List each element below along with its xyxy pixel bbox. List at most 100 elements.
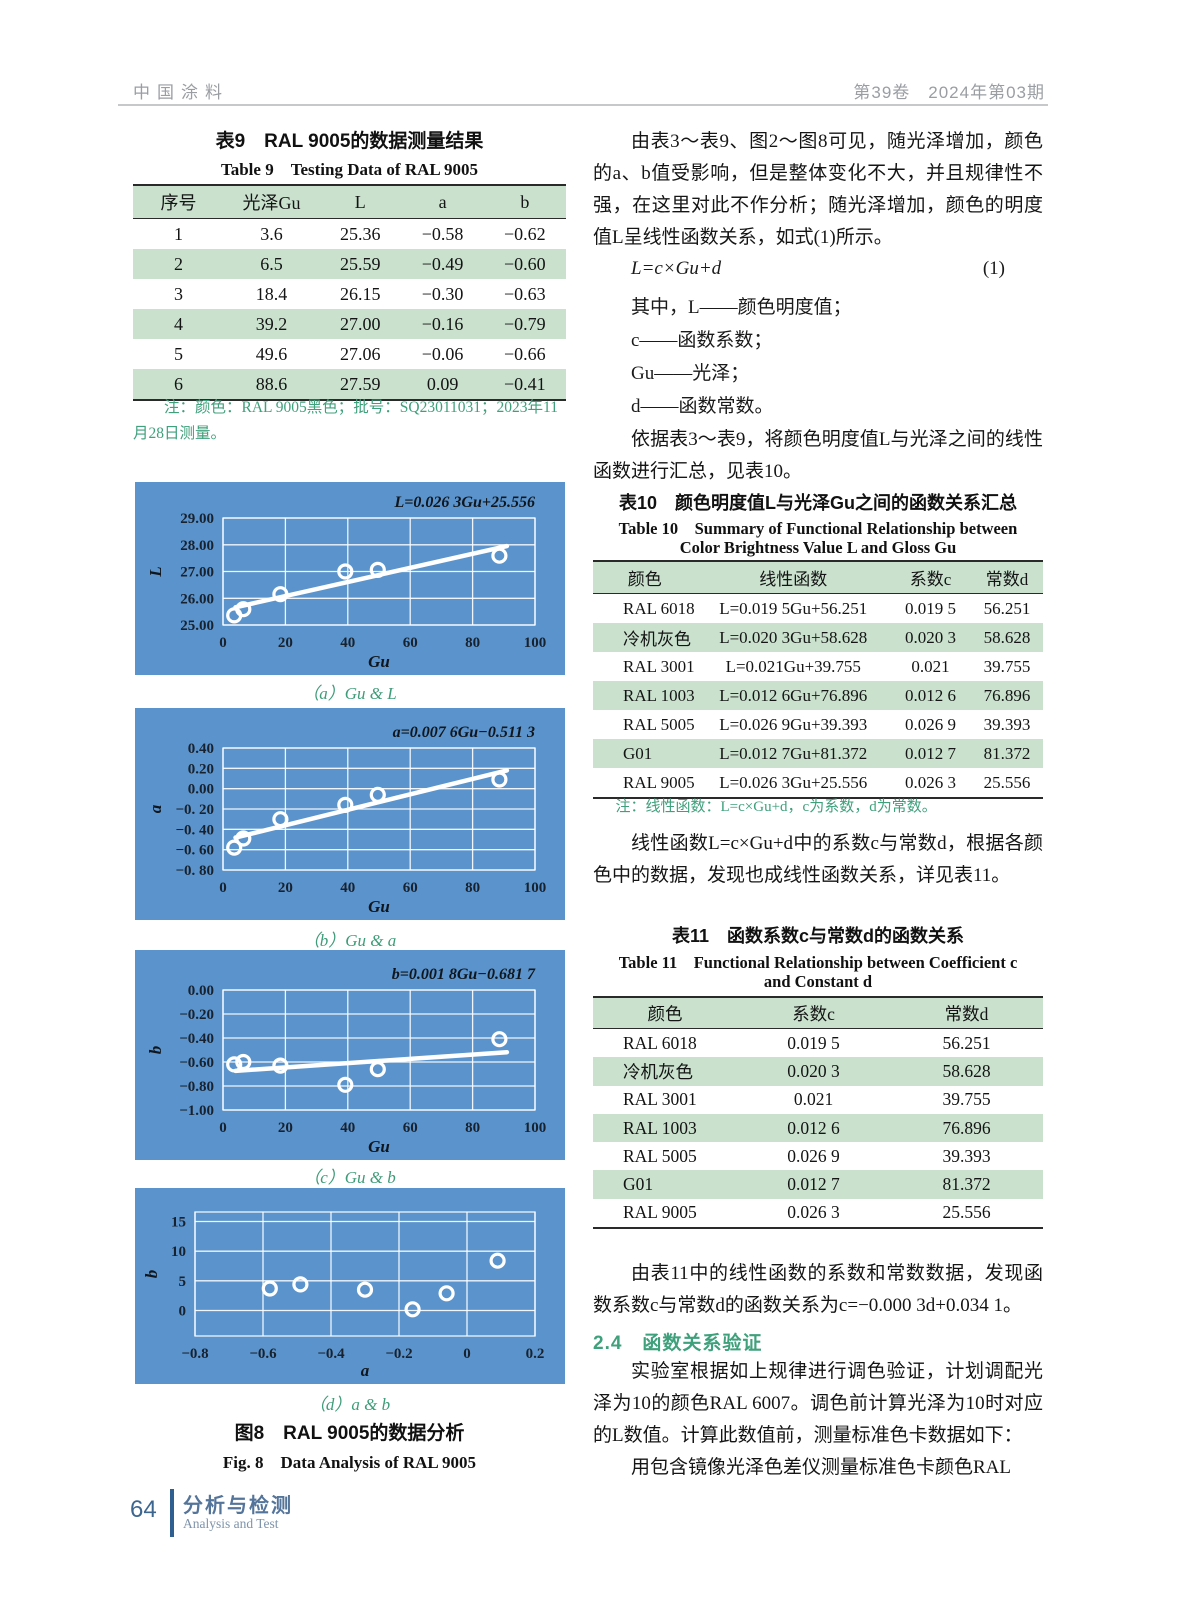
table11-title-en2: and Constant d: [763, 972, 873, 991]
x-axis-label: Gu: [368, 897, 390, 916]
x-axis-label: Gu: [368, 1137, 390, 1156]
table-cell: RAL 5005: [623, 714, 695, 734]
trendline-equation: b=0.001 8Gu−0.681 7: [392, 966, 536, 983]
table-cell: RAL 9005: [623, 1202, 697, 1223]
y-tick-label: 0.40: [188, 741, 214, 757]
section-heading-2-4: 2.4 函数关系验证: [593, 1333, 763, 1354]
x-tick-label: 100: [524, 635, 547, 651]
data-point: [261, 1280, 278, 1297]
footer-divider: [170, 1489, 174, 1537]
data-point: [272, 811, 289, 828]
x-tick-label: 0: [219, 1120, 227, 1136]
x-tick-label: 60: [403, 635, 418, 651]
x-tick-label: 40: [340, 1120, 355, 1136]
x-tick-label: 20: [278, 1120, 293, 1136]
page-number: 64: [130, 1496, 157, 1523]
table-cell: 0.020 3: [905, 627, 956, 647]
x-tick-label: 80: [465, 1120, 480, 1136]
x-tick-label: 80: [465, 635, 480, 651]
y-tick-label: −0. 60: [175, 843, 214, 859]
table-row: 冷机灰色 L=0.020 3Gu+58.628 0.020 3 58.628: [593, 623, 1043, 652]
table11-title-en1: Table 11 Functional Relationship between…: [618, 953, 1018, 972]
paragraph-2: 依据表3～表9，将颜色明度值L与光泽之间的线性函数进行汇总，见表10。: [593, 429, 1043, 482]
table-cell: −0.79: [504, 313, 546, 334]
table-cell: −0.62: [504, 223, 546, 244]
header-cell: 颜色: [647, 1003, 683, 1024]
x-tick-label: 40: [340, 635, 355, 651]
table-cell: L=0.012 6Gu+76.896: [719, 685, 868, 705]
y-tick-label: −1.00: [179, 1103, 214, 1119]
chart-gu-l: 29.00 28.00 27.00 26.00 25.00 0 20 40 60 80 100 L=0…: [135, 482, 565, 675]
table10: 颜色 线性函数 系数c 常数d RAL 6018 L=0.019 5Gu+56.251 0.…: [593, 560, 1043, 799]
chart-a-b: 15 10 5 0 −0.8 −0.6 −0.4 −0.2 0 0.2 b a: [135, 1188, 565, 1384]
figure8-caption-en: Fig. 8 Data Analysis of RAL 9005: [222, 1453, 477, 1472]
table-cell: 0.012 6: [905, 685, 956, 705]
data-point: [491, 771, 508, 788]
paragraph-1: 由表3～表9、图2～图8可见，随光泽增加，颜色的a、b值受影响，但是整体变化不大…: [593, 131, 1043, 248]
data-point: [337, 796, 354, 814]
data-point: [491, 1031, 508, 1048]
table-cell: L=0.019 5Gu+56.251: [719, 598, 868, 618]
y-tick-label: 25.00: [180, 618, 214, 634]
header-cell: 常数d: [944, 1003, 989, 1024]
header-cell: 常数d: [985, 570, 1029, 589]
data-point: [235, 1053, 252, 1071]
y-tick-label: 5: [179, 1274, 187, 1290]
definition-c: c——函数系数；: [631, 330, 773, 351]
header-cell: L: [354, 191, 366, 212]
data-point: [226, 839, 243, 856]
table-cell: 58.628: [942, 1060, 991, 1081]
x-tick-label: 100: [524, 1120, 547, 1136]
y-tick-label: 29.00: [180, 511, 214, 527]
x-tick-label: 100: [524, 880, 547, 896]
table-cell: 0.021: [793, 1089, 834, 1110]
data-point: [489, 1252, 506, 1269]
y-tick-label: 10: [171, 1244, 186, 1260]
table-cell: 0.019 5: [905, 598, 956, 618]
table-cell: 39.393: [942, 1145, 991, 1166]
table-row: 3 18.4 26.15 −0.30 −0.63: [133, 279, 566, 309]
table-cell: L=0.026 9Gu+39.393: [719, 714, 868, 734]
data-point: [369, 1061, 386, 1078]
y-tick-label: −0. 40: [175, 822, 214, 838]
x-axis-label: Gu: [368, 652, 390, 671]
chart-svg: 29.00 28.00 27.00 26.00 25.00 0 20 40 60 80 100 L=0…: [146, 494, 547, 671]
table-cell: L=0.020 3Gu+58.628: [719, 627, 868, 647]
paragraph-4: 由表11中的线性函数的系数和常数数据，发现函数系数c与常数d的函数关系为c=−0…: [593, 1263, 1043, 1316]
chart-caption-a: （a）Gu & L: [302, 684, 397, 703]
header-cell: 序号: [160, 193, 197, 213]
table-row: 1 3.6 25.36 −0.58 −0.62: [133, 219, 566, 249]
table10-title-en1: Table 10 Summary of Functional Relations…: [618, 519, 1018, 538]
data-point: [235, 601, 252, 618]
table-cell: 0.09: [426, 373, 459, 394]
table-cell: L=0.021Gu+39.755: [725, 656, 861, 676]
chart-gu-a: 0.40 0.20 0.00 −0. 20 −0. 40 −0. 60 −0. 80 0 20 4…: [135, 708, 565, 920]
trendline: [233, 543, 510, 610]
x-tick-label: −0.4: [317, 1346, 345, 1362]
table10-title-en2: Color Brightness Value L and Gloss Gu: [679, 538, 957, 557]
table-cell: 18.4: [255, 283, 288, 304]
table9-title-en: Table 9 Testing Data of RAL 9005: [220, 160, 479, 179]
y-tick-label: 0.00: [188, 983, 214, 999]
table-cell: 56.251: [983, 598, 1031, 618]
data-point: [369, 786, 386, 803]
table-cell: 58.628: [983, 627, 1031, 647]
x-tick-label: 60: [403, 1120, 418, 1136]
paragraph-6: 用包含镜像光泽色差仪测量标准色卡颜色RAL: [631, 1457, 1012, 1478]
table-row: RAL 6018 L=0.019 5Gu+56.251 0.019 5 56.251: [593, 594, 1043, 623]
table-cell: L=0.012 7Gu+81.372: [719, 743, 868, 763]
trendline-equation: L=0.026 3Gu+25.556: [394, 494, 535, 511]
table10-note: 注：线性函数：L=c×Gu+d，c为系数，d为常数。: [615, 799, 937, 815]
table-cell: 0.026 3: [905, 772, 956, 792]
header-cell: 系数c: [792, 1003, 835, 1024]
table-cell: 6: [173, 373, 183, 394]
y-axis-label: b: [146, 1046, 165, 1055]
table-row: RAL 5005 L=0.026 9Gu+39.393 0.026 9 39.393: [593, 710, 1043, 739]
table-row: G01 0.012 7 81.372: [593, 1170, 1043, 1199]
x-tick-label: −0.6: [249, 1346, 277, 1362]
table-row: RAL 1003 0.012 6 76.896: [593, 1113, 1043, 1143]
footer-section-cn: 分析与检测: [183, 1495, 293, 1517]
y-tick-label: 15: [171, 1215, 186, 1231]
y-axis-label: L: [146, 566, 165, 577]
